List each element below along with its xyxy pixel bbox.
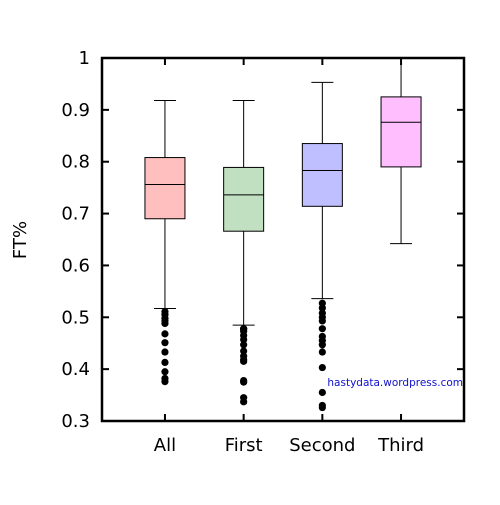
outlier-point-all bbox=[161, 319, 169, 328]
y-tick-label: 0.7 bbox=[61, 204, 90, 225]
x-tick-label-first: First bbox=[225, 435, 263, 456]
box-first bbox=[223, 100, 265, 406]
iqr-box-all bbox=[144, 157, 186, 220]
outlier-point-first bbox=[240, 398, 248, 406]
y-tick-label: 0.9 bbox=[61, 100, 90, 121]
outlier-point-second bbox=[318, 317, 326, 325]
y-axis-label: FT% bbox=[10, 221, 31, 259]
box-third bbox=[380, 57, 422, 245]
outlier-point-second bbox=[318, 363, 326, 372]
x-tick-label-second: Second bbox=[289, 435, 355, 456]
x-tick-label-all: All bbox=[154, 435, 176, 456]
outlier-point-first bbox=[240, 335, 248, 344]
outlier-point-all bbox=[161, 368, 169, 376]
outlier-point-all bbox=[161, 358, 169, 367]
outlier-point-first bbox=[240, 341, 248, 349]
outlier-point-all bbox=[161, 339, 169, 347]
outlier-point-second bbox=[318, 304, 326, 312]
outlier-point-second bbox=[318, 341, 326, 349]
y-tick-label: 1 bbox=[79, 48, 90, 69]
y-tick-label: 0.3 bbox=[61, 411, 90, 432]
y-tick-label: 0.5 bbox=[61, 307, 90, 328]
outlier-point-second bbox=[318, 325, 326, 333]
iqr-box-second bbox=[301, 143, 343, 207]
outlier-point-first bbox=[240, 378, 248, 386]
outlier-point-second bbox=[318, 348, 326, 356]
x-tick-label-third: Third bbox=[377, 435, 424, 456]
outlier-point-first bbox=[240, 347, 248, 355]
y-tick-label: 0.8 bbox=[61, 152, 90, 173]
y-tick-label: 0.4 bbox=[61, 359, 90, 380]
box-all bbox=[144, 100, 186, 386]
outlier-point-all bbox=[161, 348, 169, 356]
outlier-point-first bbox=[240, 357, 248, 365]
outlier-point-second bbox=[318, 403, 326, 412]
plot-frame bbox=[100, 56, 466, 423]
box-second bbox=[301, 81, 343, 412]
iqr-box-third bbox=[380, 96, 422, 168]
outlier-point-second bbox=[318, 388, 326, 397]
iqr-box-first bbox=[223, 166, 265, 232]
watermark-annotation: hastydata.wordpress.com bbox=[327, 377, 463, 389]
outlier-point-all bbox=[161, 330, 169, 338]
y-tick-label: 0.6 bbox=[61, 255, 90, 276]
outlier-point-all bbox=[161, 377, 169, 386]
